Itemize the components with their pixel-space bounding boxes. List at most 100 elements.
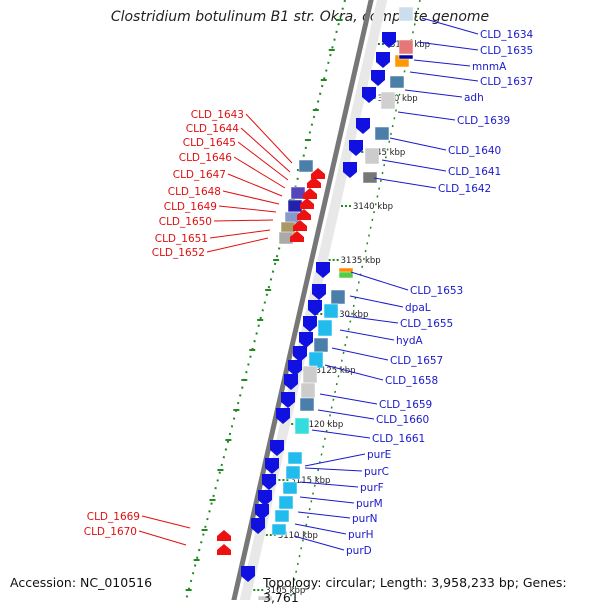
reverse-label-leader xyxy=(206,237,269,253)
forward-gene-arrow xyxy=(255,504,269,520)
gene-label-cld-1658: CLD_1658 xyxy=(385,375,438,387)
accession-text: Accession: NC_010516 xyxy=(10,575,153,590)
gene-feature-block xyxy=(278,495,294,510)
gene-feature-block xyxy=(302,365,318,384)
forward-gene-arrow xyxy=(308,300,322,316)
reverse-gene-arrow xyxy=(217,530,231,541)
gene-label-cld-1647: CLD_1647 xyxy=(173,169,226,181)
gene-label-adh: adh xyxy=(464,92,484,104)
reverse-label-leader xyxy=(209,229,271,239)
gene-label-cld-1651: CLD_1651 xyxy=(155,233,208,245)
gene-label-purn: purN xyxy=(352,513,378,525)
gene-label-cld-1659: CLD_1659 xyxy=(379,399,432,411)
forward-gene-arrow xyxy=(376,52,390,68)
forward-gene-arrow xyxy=(281,392,295,408)
forward-label-leader xyxy=(349,295,404,308)
reverse-label-leader xyxy=(222,190,280,205)
gene-feature-block xyxy=(374,126,390,141)
gene-label-purd: purD xyxy=(346,545,372,557)
gene-label-cld-1640: CLD_1640 xyxy=(448,145,501,157)
forward-label-leader xyxy=(294,523,347,535)
gene-label-cld-1648: CLD_1648 xyxy=(168,186,221,198)
reverse-label-leader xyxy=(240,127,291,173)
forward-label-leader xyxy=(345,315,399,324)
gene-label-cld-1635: CLD_1635 xyxy=(480,45,533,57)
forward-gene-arrow xyxy=(312,284,326,300)
gene-label-cld-1649: CLD_1649 xyxy=(164,201,217,213)
reverse-gene-arrow xyxy=(307,177,321,188)
kbp-tick-label: 3120 kbp xyxy=(303,420,343,430)
forward-label-leader xyxy=(350,271,409,291)
forward-gene-arrow xyxy=(265,458,279,474)
kbp-tick-label: 3145 kbp xyxy=(365,148,405,158)
forward-label-leader xyxy=(317,409,375,420)
forward-gene-arrow xyxy=(284,374,298,390)
gene-label-pure: purE xyxy=(367,449,391,461)
forward-label-leader xyxy=(324,364,384,381)
forward-gene-arrow xyxy=(276,408,290,424)
forward-gene-arrow xyxy=(258,490,272,506)
gene-feature-block xyxy=(287,199,303,213)
gene-label-cld-1645: CLD_1645 xyxy=(183,137,236,149)
forward-gene-arrow xyxy=(270,440,284,456)
map-title: Clostridium botulinum B1 str. Okra, comp… xyxy=(110,9,490,25)
forward-label-leader xyxy=(339,329,395,341)
gene-feature-block xyxy=(298,159,314,173)
forward-gene-arrow xyxy=(251,518,265,534)
backbone-line xyxy=(231,0,374,600)
gene-label-cld-1661: CLD_1661 xyxy=(372,433,425,445)
gene-label-cld-1650: CLD_1650 xyxy=(159,216,212,228)
kbp-tick-label: 3110 kbp xyxy=(278,531,318,541)
gene-label-purh: purH xyxy=(348,529,374,541)
gene-label-cld-1642: CLD_1642 xyxy=(438,183,491,195)
gene-label-cld-1669: CLD_1669 xyxy=(87,511,140,523)
reverse-label-leader xyxy=(141,515,191,529)
gene-feature-block xyxy=(299,397,315,412)
kbp-tick-label: 3135 kbp xyxy=(341,256,381,266)
gene-label-cld-1641: CLD_1641 xyxy=(448,166,501,178)
forward-label-leader xyxy=(417,41,479,51)
forward-label-leader xyxy=(381,159,447,172)
gene-label-cld-1657: CLD_1657 xyxy=(390,355,443,367)
forward-label-leader xyxy=(299,481,359,488)
forward-gene-arrow xyxy=(288,360,302,376)
gene-label-cld-1652: CLD_1652 xyxy=(152,247,205,259)
gene-feature-block xyxy=(398,39,414,55)
gene-feature-block xyxy=(330,289,346,305)
gene-feature-block xyxy=(313,337,329,353)
gene-label-cld-1660: CLD_1660 xyxy=(376,414,429,426)
gene-feature-block xyxy=(362,171,378,184)
gene-feature-block xyxy=(274,509,290,523)
reverse-label-leader xyxy=(213,219,274,222)
gene-feature-block xyxy=(308,351,324,369)
kbp-tick-label: 3125 kbp xyxy=(316,366,356,376)
forward-gene-arrow xyxy=(303,316,317,332)
gene-label-cld-1646: CLD_1646 xyxy=(179,152,233,164)
gene-feature-block xyxy=(389,75,405,89)
forward-gene-arrow xyxy=(356,118,370,134)
gene-label-purc: purC xyxy=(364,466,389,478)
reverse-gene-arrow xyxy=(217,544,231,555)
gene-feature-block xyxy=(294,417,310,435)
gene-label-dpal: dpaL xyxy=(405,302,431,314)
gene-label-mnma: mnmA xyxy=(472,61,507,73)
forward-label-leader xyxy=(421,17,479,35)
forward-label-leader xyxy=(397,111,456,121)
gene-label-cld-1653: CLD_1653 xyxy=(410,285,463,297)
forward-gene-arrow xyxy=(362,87,376,103)
forward-label-leader xyxy=(389,137,447,151)
gene-feature-block xyxy=(398,54,414,60)
gene-feature-block xyxy=(271,523,287,536)
forward-label-leader xyxy=(413,59,471,67)
forward-label-leader xyxy=(373,177,437,189)
forward-label-leader xyxy=(331,347,389,361)
forward-gene-arrow xyxy=(371,70,385,86)
gene-feature-block xyxy=(285,465,301,480)
gene-label-purm: purM xyxy=(356,498,383,510)
kbp-tick-label: 3105 kbp xyxy=(265,586,305,596)
reverse-label-leader xyxy=(218,205,277,213)
gene-label-cld-1644: CLD_1644 xyxy=(186,123,240,135)
reverse-label-leader xyxy=(233,156,286,189)
reverse-label-leader xyxy=(245,113,293,164)
